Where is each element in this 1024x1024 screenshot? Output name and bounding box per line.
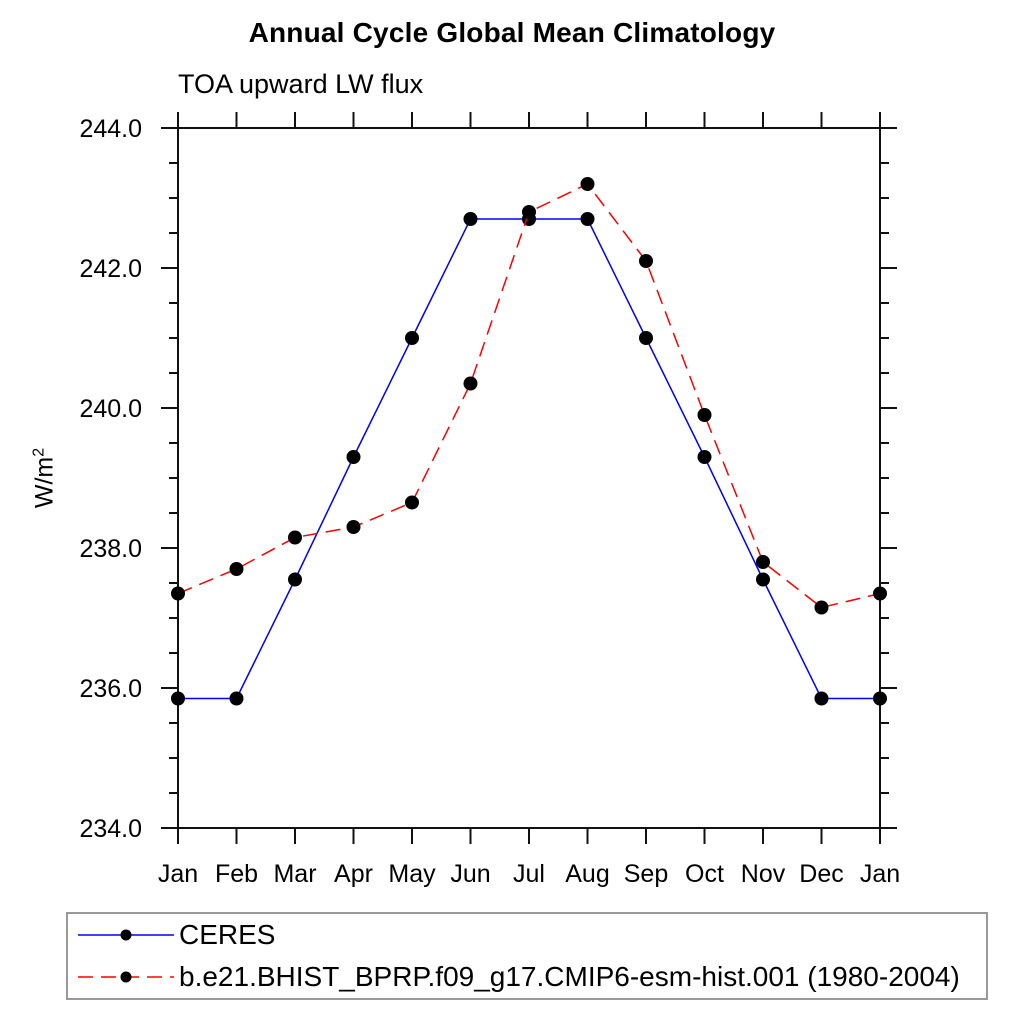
x-tick-label: Jul [513,860,545,888]
data-point-marker [639,331,653,345]
x-tick-label: Jun [450,860,490,888]
y-tick-label: 238.0 [79,535,142,563]
chart-title: Annual Cycle Global Mean Climatology [248,17,776,48]
chart-subtitle: TOA upward LW flux [178,69,424,99]
data-point-marker [229,562,244,576]
x-tick-label: May [388,860,436,888]
data-point-marker [522,205,536,219]
legend-box: CERES b.e21.BHIST_BPRP.f09_g17.CMIP6-esm… [66,912,988,1000]
legend-entry-ceres: CERES [68,914,986,956]
data-point-marker [346,520,361,534]
data-point-marker [756,572,770,587]
x-tick-label: Feb [215,860,258,888]
y-tick-label: 234.0 [79,815,142,843]
x-tick-label: Aug [565,860,609,888]
legend-label-model: b.e21.BHIST_BPRP.f09_g17.CMIP6-esm-hist.… [179,961,960,992]
data-point-marker [171,691,185,706]
x-tick-label: Dec [799,860,843,888]
legend-sample-ceres [78,929,174,941]
legend-entry-model: b.e21.BHIST_BPRP.f09_g17.CMIP6-esm-hist.… [68,956,986,998]
data-point-marker [229,691,244,706]
legend-marker-icon [120,971,132,983]
y-tick-label: 240.0 [79,395,142,423]
data-point-marker [580,212,595,226]
plot-frame [177,127,881,829]
legend-marker-icon [120,929,132,941]
y-tick-label: 242.0 [79,255,142,283]
data-point-marker [697,408,712,422]
x-tick-label: Oct [685,860,724,888]
data-point-marker [814,600,829,615]
x-tick-label: Sep [624,860,668,888]
data-point-marker [756,555,770,569]
data-point-marker [171,586,185,601]
data-point-marker [346,450,361,464]
data-point-marker [405,331,419,345]
legend-sample-model [78,971,174,983]
data-point-marker [288,572,302,587]
data-point-marker [580,177,595,191]
data-point-marker [639,254,653,268]
series-line-ceres [178,218,880,700]
data-point-marker [288,530,302,545]
y-tick-label: 244.0 [79,115,142,143]
y-tick-label: 236.0 [79,675,142,703]
x-tick-label: Apr [334,860,373,888]
data-point-marker [463,212,478,226]
data-point-marker [463,376,478,391]
x-tick-label: Nov [741,860,786,888]
data-point-marker [697,450,712,464]
series-line-model [177,183,881,609]
data-point-marker [873,586,887,601]
data-point-marker [405,495,419,510]
data-point-marker [873,691,887,706]
data-point-marker [814,691,829,706]
legend-label-ceres: CERES [179,919,276,950]
x-tick-label: Mar [273,860,316,888]
x-tick-label: Jan [158,860,198,888]
x-tick-label: Jan [860,860,900,888]
